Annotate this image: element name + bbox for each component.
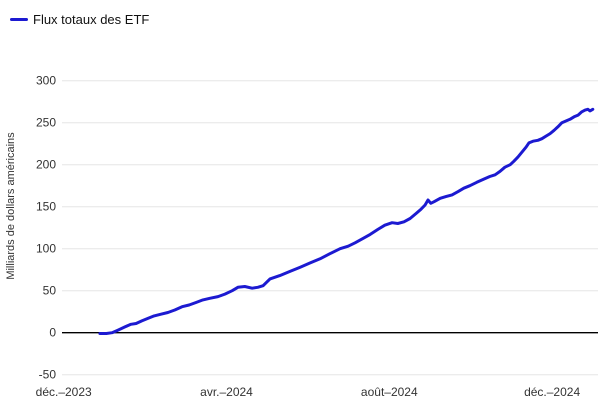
x-tick-label: déc.–2024: [524, 385, 580, 399]
y-axis-title: Milliards de dollars américains: [5, 132, 17, 280]
x-tick-label: avr.–2024: [200, 385, 253, 399]
series-line-flux-totaux[interactable]: [98, 107, 595, 335]
legend-label: Flux totaux des ETF: [33, 12, 150, 27]
y-tick-label-50: 50: [43, 284, 57, 298]
y-tick-label-200: 200: [36, 158, 56, 172]
legend-line-icon: [10, 18, 28, 21]
y-tick-label-300: 300: [36, 74, 56, 88]
y-tick-label-0: 0: [49, 326, 56, 340]
x-tick-label: août–2024: [361, 385, 418, 399]
y-tick-label-150: 150: [36, 200, 56, 214]
y-tick-label-100: 100: [36, 242, 56, 256]
legend-item-flux-totaux[interactable]: Flux totaux des ETF: [10, 12, 149, 27]
y-tick-label--50: -50: [39, 368, 57, 382]
x-tick-label: déc.–2023: [36, 385, 92, 399]
y-tick-label-250: 250: [36, 116, 56, 130]
